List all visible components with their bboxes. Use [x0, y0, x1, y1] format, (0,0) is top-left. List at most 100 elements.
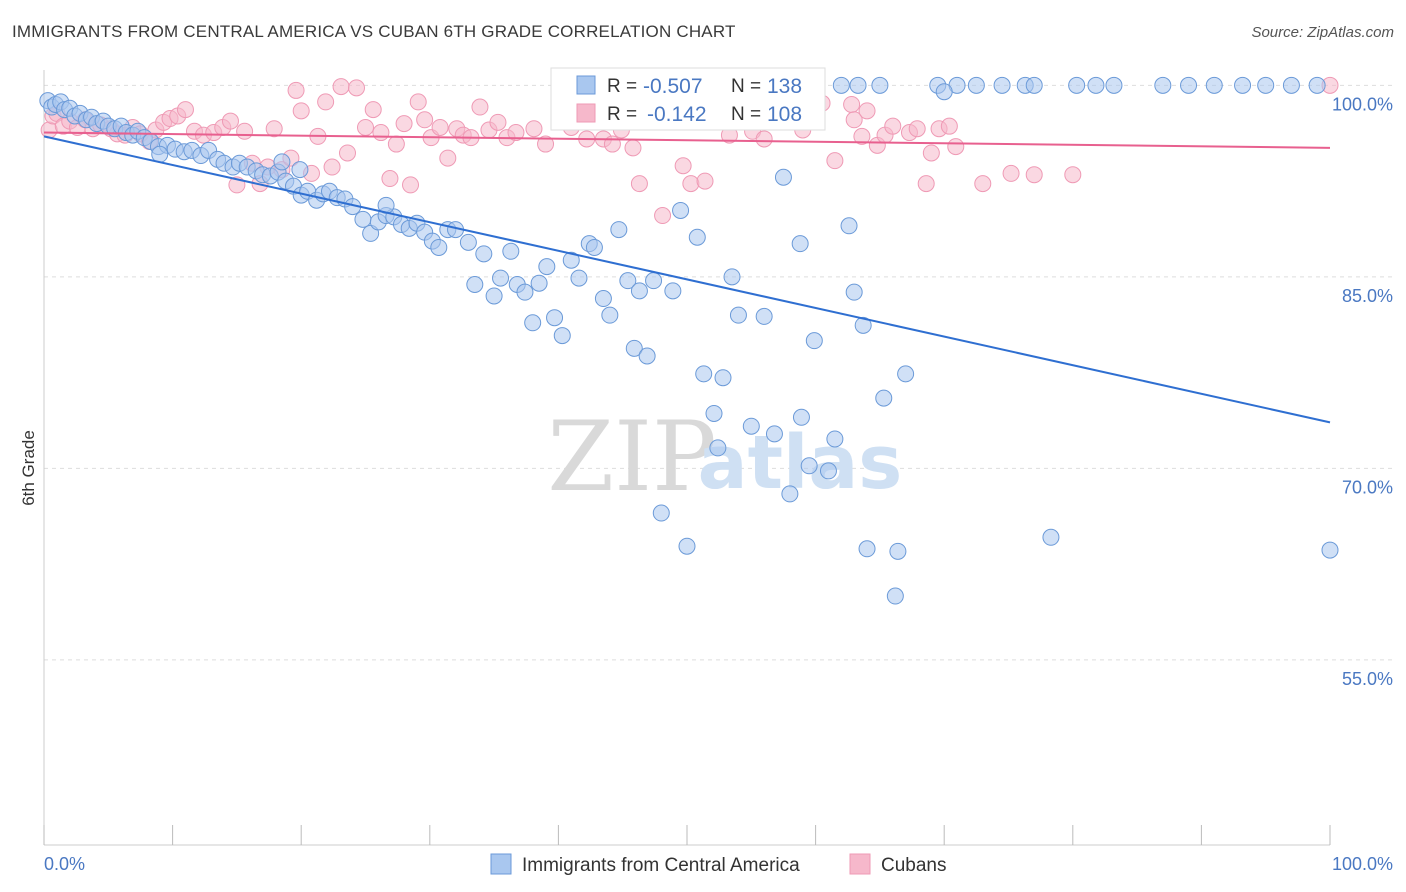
series-legend-label-blue: Immigrants from Central America [522, 855, 800, 876]
y-tick-label: 70.0% [1342, 477, 1393, 497]
central-america-point [854, 316, 872, 334]
central-america-point [742, 417, 760, 435]
legend-r-value-blue: -0.507 [643, 75, 703, 98]
watermark: ZIP atlas [547, 401, 902, 513]
central-america-point [466, 275, 484, 293]
legend-n-value-pink: 108 [767, 103, 802, 126]
cubans-point [507, 124, 525, 142]
x-tick-label-end: 100.0% [1332, 854, 1393, 874]
central-america-point [538, 258, 556, 276]
cubans-point [917, 175, 935, 193]
central-america-point [475, 245, 493, 263]
central-america-point [1154, 76, 1172, 94]
cubans-point [682, 175, 700, 193]
y-tick-label: 85.0% [1342, 286, 1393, 306]
x-tick-labels: 0.0% 100.0% [44, 854, 1393, 874]
cubans-point [940, 117, 958, 135]
chart-title: IMMIGRANTS FROM CENTRAL AMERICA VS CUBAN… [12, 22, 736, 41]
y-tick-label: 55.0% [1342, 669, 1393, 689]
cubans-point [265, 120, 283, 138]
cubans-point [630, 175, 648, 193]
central-america-point [1205, 76, 1223, 94]
cubans-point [674, 157, 692, 175]
central-america-point [1087, 76, 1105, 94]
central-america-point [459, 233, 477, 251]
central-america-point [858, 540, 876, 558]
cubans-point [471, 98, 489, 116]
cubans-point [40, 121, 58, 139]
trendline-cubans [43, 131, 1331, 149]
central-america-point [1308, 76, 1326, 94]
series-legend: Immigrants from Central America Cubans [490, 853, 947, 876]
central-america-point [935, 83, 953, 101]
central-america-point [695, 365, 713, 383]
y-axis-title: 6th Grade [19, 430, 38, 506]
central-america-point [792, 408, 810, 426]
watermark-atlas: atlas [698, 420, 903, 506]
cubans-point [858, 102, 876, 120]
cubans-point [236, 122, 254, 140]
watermark-zip: ZIP [547, 401, 716, 513]
cubans-point [357, 118, 374, 136]
central-america-point [993, 76, 1011, 94]
cubans-point [323, 158, 341, 176]
central-america-point [1180, 76, 1198, 94]
central-america-point [570, 269, 588, 287]
cubans-point [431, 118, 449, 136]
central-america-point [645, 272, 663, 290]
central-america-point [524, 314, 542, 332]
cubans-point [347, 79, 365, 97]
central-america-point [562, 251, 580, 269]
central-america-point [638, 347, 656, 365]
legend-r-label-pink: R = [607, 104, 637, 125]
cubans-point [947, 138, 965, 156]
cubans-point [755, 130, 773, 148]
central-america-point [819, 462, 837, 480]
cubans-point [287, 81, 305, 99]
central-america-point [1234, 76, 1252, 94]
central-america-point [492, 269, 510, 287]
central-america-point [709, 439, 727, 457]
central-america-point [967, 76, 985, 94]
legend-n-value-blue: 138 [767, 75, 802, 98]
central-america-point [845, 283, 863, 301]
cubans-point [364, 101, 382, 119]
cubans-point [843, 95, 861, 113]
cubans-point [489, 113, 507, 131]
cubans-point [292, 102, 310, 120]
cubans-point [974, 175, 992, 193]
central-america-point [755, 307, 773, 325]
central-america-point [1025, 76, 1043, 94]
central-america-point [530, 274, 548, 292]
series-central-america-points [39, 76, 1339, 605]
central-america-point [619, 272, 637, 290]
axes [43, 70, 1331, 846]
central-america-point [273, 153, 291, 171]
source-note: Source: ZipAtlas.com [1251, 24, 1394, 41]
trendline-central-america [43, 135, 1331, 424]
legend-n-label-pink: N = [731, 104, 761, 125]
central-america-point [897, 365, 915, 383]
legend-swatch-pink [576, 103, 596, 123]
y-tick-labels: 100.0% 85.0% 70.0% 55.0% [1332, 94, 1393, 689]
series-legend-swatch-pink [849, 853, 871, 875]
cubans-point [908, 120, 926, 138]
cubans-point [696, 172, 714, 190]
central-america-point [430, 238, 448, 256]
legend-swatch-blue [576, 75, 596, 95]
cubans-point [884, 117, 902, 135]
legend-r-value-pink: -0.142 [647, 103, 707, 126]
central-america-point [585, 238, 603, 256]
central-america-point [688, 228, 706, 246]
central-america-point [610, 221, 628, 239]
central-america-point [1042, 528, 1060, 546]
central-america-point [354, 210, 372, 228]
central-america-point [652, 504, 670, 522]
central-america-point [840, 217, 858, 235]
series-legend-label-pink: Cubans [881, 855, 947, 876]
legend-frame [550, 67, 826, 131]
central-america-point [889, 542, 907, 560]
central-america-point [1257, 76, 1275, 94]
central-america-point [800, 457, 818, 475]
central-america-point [849, 76, 867, 94]
